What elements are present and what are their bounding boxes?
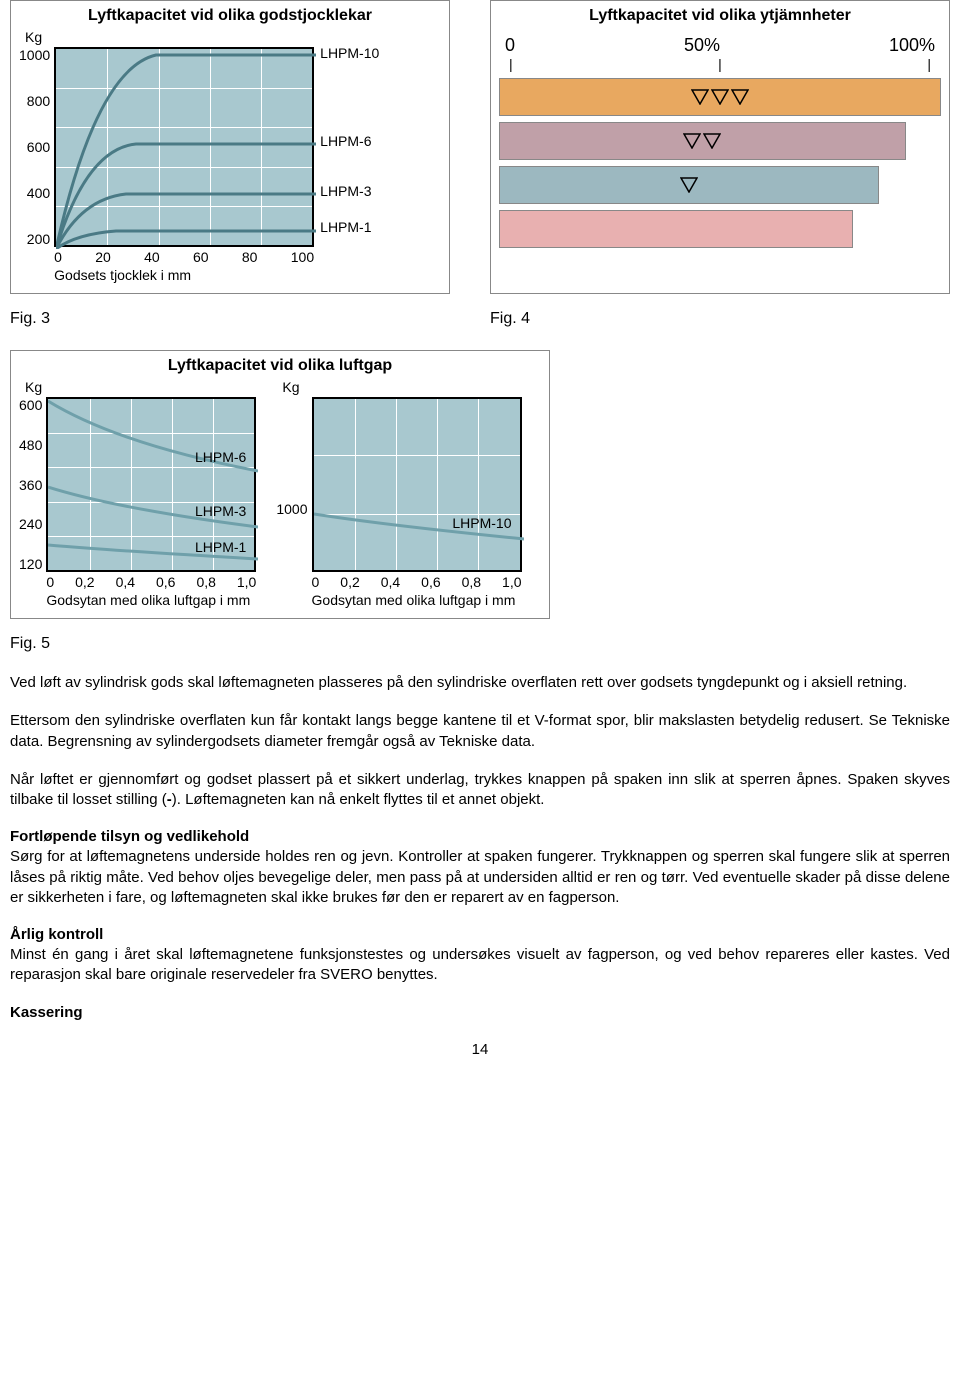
caption-row-1: Fig. 3 Fig. 4 xyxy=(10,304,950,338)
figure-row-1: Lyftkapacitet vid olika godstjocklekar K… xyxy=(10,0,950,294)
triangle-icon xyxy=(691,89,709,105)
chart3-left-xlabel: Godsytan med olika luftgap i mm xyxy=(46,592,256,608)
para-3: Når løftet er gjennomført og godset plas… xyxy=(10,770,950,811)
para-5: Minst én gang i året skal løftemagnetene… xyxy=(10,945,950,986)
chart3-left-xticks: 0 0,2 0,4 0,6 0,8 1,0 xyxy=(46,574,256,590)
caption-fig5: Fig. 5 xyxy=(10,635,950,653)
page-number: 14 xyxy=(10,1041,950,1058)
heading-maintenance: Fortløpende tilsyn og vedlikehold xyxy=(10,828,950,845)
chart3-yunit-left: Kg xyxy=(25,379,256,395)
chart1-xlabel: Godsets tjocklek i mm xyxy=(54,267,314,283)
bar-3 xyxy=(499,166,879,204)
chart3-right-xticks: 0 0,2 0,4 0,6 0,8 1,0 xyxy=(312,574,522,590)
chart2-pct: 0 50% 100% xyxy=(499,35,941,56)
chart-thickness: Lyftkapacitet vid olika godstjocklekar K… xyxy=(10,0,450,294)
heading-annual: Årlig kontroll xyxy=(10,926,950,943)
heading-disposal: Kassering xyxy=(10,1004,950,1021)
chart3-right-plot: LHPM-10 xyxy=(312,397,522,572)
triangle-icon xyxy=(731,89,749,105)
para-4: Sørg for at løftemagnetens underside hol… xyxy=(10,847,950,908)
triangle-icon xyxy=(711,89,729,105)
chart1-yticks: 1000 800 600 400 200 xyxy=(19,47,54,247)
bar-1 xyxy=(499,78,941,116)
bar-4 xyxy=(499,210,853,248)
chart3-title: Lyftkapacitet vid olika luftgap xyxy=(19,357,541,375)
chart3-yticks: 600 480 360 240 120 xyxy=(19,397,46,572)
chart3-right-ytick: 1000 xyxy=(276,397,311,572)
chart2-bars xyxy=(499,78,941,248)
chart3-right-curves xyxy=(314,399,524,574)
chart3-yunit-right: Kg xyxy=(282,379,521,395)
chart1-plot xyxy=(54,47,314,247)
chart1-yunit: Kg xyxy=(25,29,441,45)
chart2-title: Lyftkapacitet vid olika ytjämnheter xyxy=(499,7,941,25)
para-2: Ettersom den sylindriske overflaten kun … xyxy=(10,711,950,752)
chart2-ticks: | | | xyxy=(499,56,941,72)
chart-airgap: Lyftkapacitet vid olika luftgap Kg 600 4… xyxy=(10,350,550,619)
bar-2 xyxy=(499,122,906,160)
chart1-curves xyxy=(56,49,316,249)
triangle-icon xyxy=(680,177,698,193)
chart3-left-plot: LHPM-6 LHPM-3 LHPM-1 xyxy=(46,397,256,572)
para-1: Ved løft av sylindrisk gods skal løftema… xyxy=(10,673,950,693)
caption-fig3: Fig. 3 xyxy=(10,310,450,328)
chart-smoothness: Lyftkapacitet vid olika ytjämnheter 0 50… xyxy=(490,0,950,294)
chart3-right-xlabel: Godsytan med olika luftgap i mm xyxy=(312,592,522,608)
triangle-icon xyxy=(703,133,721,149)
triangle-icon xyxy=(683,133,701,149)
chart1-xticks: 0 20 40 60 80 100 xyxy=(54,249,314,265)
caption-fig4: Fig. 4 xyxy=(490,310,950,328)
chart1-title: Lyftkapacitet vid olika godstjocklekar xyxy=(19,7,441,25)
